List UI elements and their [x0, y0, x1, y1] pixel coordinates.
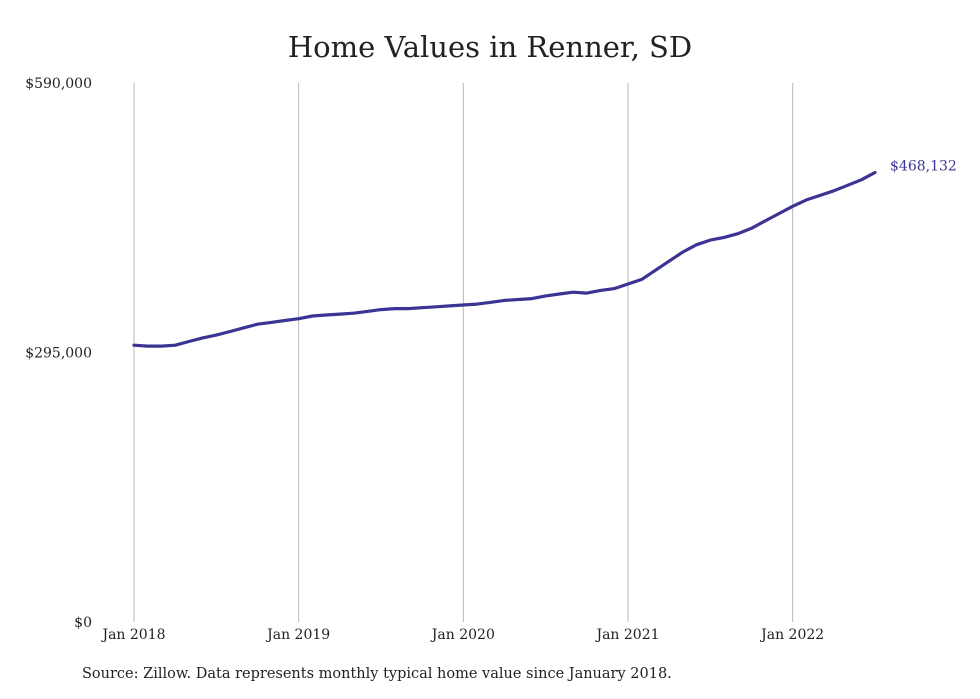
x-tick-label: Jan 2020 — [430, 627, 495, 643]
x-tick-label: Jan 2021 — [594, 627, 659, 643]
end-value-label: $468,132 — [890, 159, 957, 175]
y-tick-label: $295,000 — [25, 346, 92, 362]
chart-title: Home Values in Renner, SD — [287, 30, 693, 64]
x-tick-label: Jan 2022 — [759, 627, 824, 643]
y-tick-label: $0 — [74, 615, 92, 631]
y-tick-label: $590,000 — [25, 76, 92, 92]
source-note: Source: Zillow. Data represents monthly … — [82, 666, 672, 682]
x-tick-label: Jan 2019 — [265, 627, 330, 643]
x-tick-label: Jan 2018 — [100, 627, 165, 643]
series-line — [132, 170, 877, 348]
